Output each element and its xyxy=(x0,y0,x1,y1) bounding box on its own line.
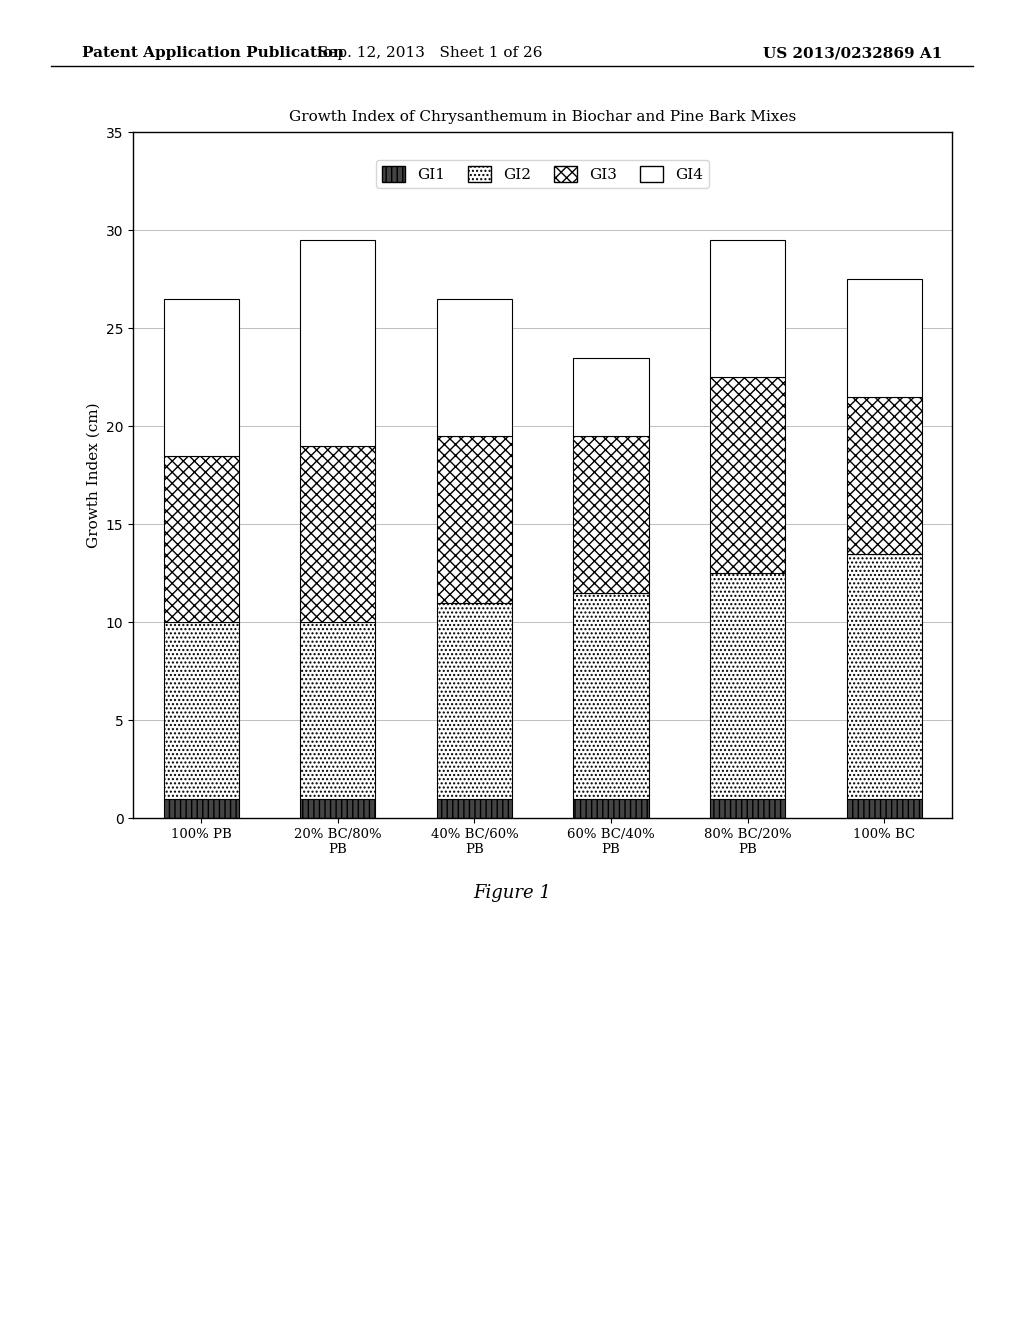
Bar xyxy=(710,799,785,818)
Bar xyxy=(300,446,376,622)
Bar xyxy=(847,397,922,553)
Legend: GI1, GI2, GI3, GI4: GI1, GI2, GI3, GI4 xyxy=(376,160,710,189)
Bar xyxy=(573,436,648,593)
Bar xyxy=(573,799,648,818)
Bar xyxy=(847,553,922,799)
Text: Figure 1: Figure 1 xyxy=(473,884,551,903)
Bar xyxy=(164,799,239,818)
Bar xyxy=(437,436,512,603)
Y-axis label: Growth Index (cm): Growth Index (cm) xyxy=(86,403,100,548)
Bar xyxy=(573,593,648,799)
Bar xyxy=(710,240,785,378)
Bar xyxy=(164,455,239,622)
Bar xyxy=(437,799,512,818)
Bar xyxy=(437,603,512,799)
Bar xyxy=(710,378,785,573)
Bar xyxy=(437,298,512,436)
Title: Growth Index of Chrysanthemum in Biochar and Pine Bark Mixes: Growth Index of Chrysanthemum in Biochar… xyxy=(289,110,797,124)
Bar xyxy=(847,799,922,818)
Bar xyxy=(164,298,239,455)
Bar xyxy=(710,573,785,799)
Bar xyxy=(300,240,376,446)
Text: Sep. 12, 2013   Sheet 1 of 26: Sep. 12, 2013 Sheet 1 of 26 xyxy=(317,46,543,61)
Bar xyxy=(300,622,376,799)
Bar xyxy=(847,279,922,397)
Bar xyxy=(573,358,648,436)
Text: US 2013/0232869 A1: US 2013/0232869 A1 xyxy=(763,46,942,61)
Text: Patent Application Publication: Patent Application Publication xyxy=(82,46,344,61)
Bar xyxy=(164,622,239,799)
Bar xyxy=(300,799,376,818)
